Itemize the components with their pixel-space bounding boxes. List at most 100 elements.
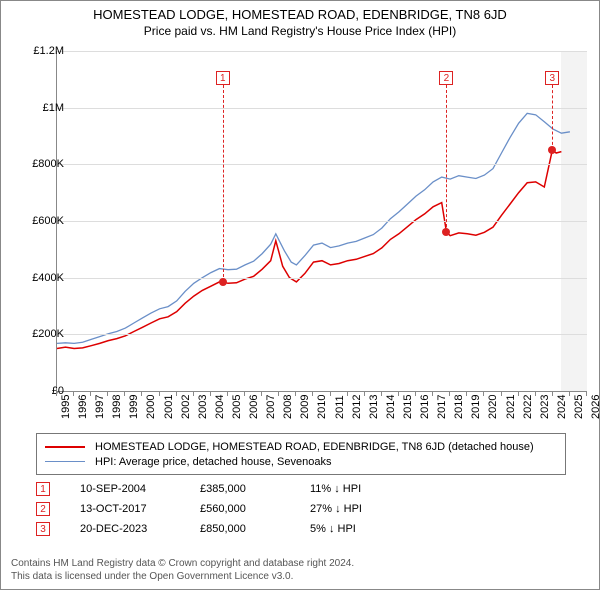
x-axis-label: 1999 [128,395,140,419]
x-axis-label: 2004 [214,395,226,419]
x-axis-label: 2017 [436,395,448,419]
x-tick [141,391,142,396]
x-tick [518,391,519,396]
footer-line2: This data is licensed under the Open Gov… [11,570,354,583]
events-table: 110-SEP-2004£385,00011% ↓ HPI213-OCT-201… [36,479,410,539]
x-axis-label: 2014 [385,395,397,419]
x-tick [295,391,296,396]
x-tick [73,391,74,396]
x-axis-label: 1995 [60,395,72,419]
x-axis-label: 2018 [453,395,465,419]
x-axis-label: 2015 [402,395,414,419]
chart-container: HOMESTEAD LODGE, HOMESTEAD ROAD, EDENBRI… [0,0,600,590]
y-axis-label: £200K [32,328,64,340]
x-axis-label: 2019 [470,395,482,419]
x-axis-label: 2021 [505,395,517,419]
title-block: HOMESTEAD LODGE, HOMESTEAD ROAD, EDENBRI… [1,1,599,38]
gridline [57,334,587,335]
x-axis-label: 2025 [573,395,585,419]
y-axis-label: £600K [32,215,64,227]
x-axis-label: 2011 [334,395,346,419]
title-address: HOMESTEAD LODGE, HOMESTEAD ROAD, EDENBRI… [1,7,599,22]
marker-box-1: 1 [216,71,230,85]
legend-box: HOMESTEAD LODGE, HOMESTEAD ROAD, EDENBRI… [36,433,566,475]
x-tick [159,391,160,396]
x-tick [449,391,450,396]
event-diff: 11% ↓ HPI [310,483,410,495]
title-subtitle: Price paid vs. HM Land Registry's House … [1,24,599,38]
x-axis-label: 2008 [282,395,294,419]
y-axis-label: £400K [32,272,64,284]
event-price: £385,000 [200,483,310,495]
x-tick [552,391,553,396]
x-tick [586,391,587,396]
legend-swatch [45,461,85,462]
gridline [57,221,587,222]
x-axis-label: 2006 [248,395,260,419]
x-tick [312,391,313,396]
event-date: 10-SEP-2004 [80,483,200,495]
x-tick [261,391,262,396]
x-axis-label: 2023 [539,395,551,419]
x-tick [501,391,502,396]
x-axis-label: 2022 [522,395,534,419]
x-axis-label: 2010 [316,395,328,419]
x-tick [176,391,177,396]
x-axis-label: 2000 [145,395,157,419]
x-axis-label: 2002 [180,395,192,419]
gridline [57,108,587,109]
event-row: 110-SEP-2004£385,00011% ↓ HPI [36,479,410,499]
event-date: 20-DEC-2023 [80,523,200,535]
legend-swatch [45,446,85,448]
x-tick [364,391,365,396]
x-axis-label: 1998 [111,395,123,419]
event-row: 213-OCT-2017£560,00027% ↓ HPI [36,499,410,519]
x-tick [398,391,399,396]
footer-attribution: Contains HM Land Registry data © Crown c… [11,557,354,583]
x-tick [569,391,570,396]
marker-dot-1 [219,278,227,286]
chart-plot-area: 123 [56,51,587,392]
x-tick [330,391,331,396]
x-axis-label: 2012 [351,395,363,419]
marker-vline [446,85,447,233]
x-axis-label: 2007 [265,395,277,419]
y-axis-label: £1.2M [33,45,64,57]
x-axis-label: 2001 [163,395,175,419]
marker-dot-2 [442,228,450,236]
x-tick [193,391,194,396]
marker-vline [552,85,553,150]
x-tick [347,391,348,396]
event-price: £560,000 [200,503,310,515]
x-tick [244,391,245,396]
x-tick [432,391,433,396]
x-tick [415,391,416,396]
event-date: 13-OCT-2017 [80,503,200,515]
event-diff: 27% ↓ HPI [310,503,410,515]
x-tick [381,391,382,396]
x-axis-label: 1996 [77,395,89,419]
gridline [57,51,587,52]
x-axis-label: 2013 [368,395,380,419]
x-tick [483,391,484,396]
y-axis-label: £1M [43,102,64,114]
x-tick [124,391,125,396]
legend-label: HPI: Average price, detached house, Seve… [95,456,331,468]
x-tick [466,391,467,396]
event-row: 320-DEC-2023£850,0005% ↓ HPI [36,519,410,539]
footer-line1: Contains HM Land Registry data © Crown c… [11,557,354,570]
legend-label: HOMESTEAD LODGE, HOMESTEAD ROAD, EDENBRI… [95,441,534,453]
x-tick [90,391,91,396]
x-axis-label: 2020 [487,395,499,419]
marker-dot-3 [548,146,556,154]
event-id-box: 3 [36,522,50,536]
y-axis-label: £800K [32,158,64,170]
x-axis-label: 2009 [299,395,311,419]
x-axis-label: 2003 [197,395,209,419]
legend-row: HPI: Average price, detached house, Seve… [45,454,557,469]
x-tick [278,391,279,396]
gridline [57,164,587,165]
marker-box-2: 2 [439,71,453,85]
x-axis-label: 2024 [556,395,568,419]
marker-vline [223,85,224,282]
